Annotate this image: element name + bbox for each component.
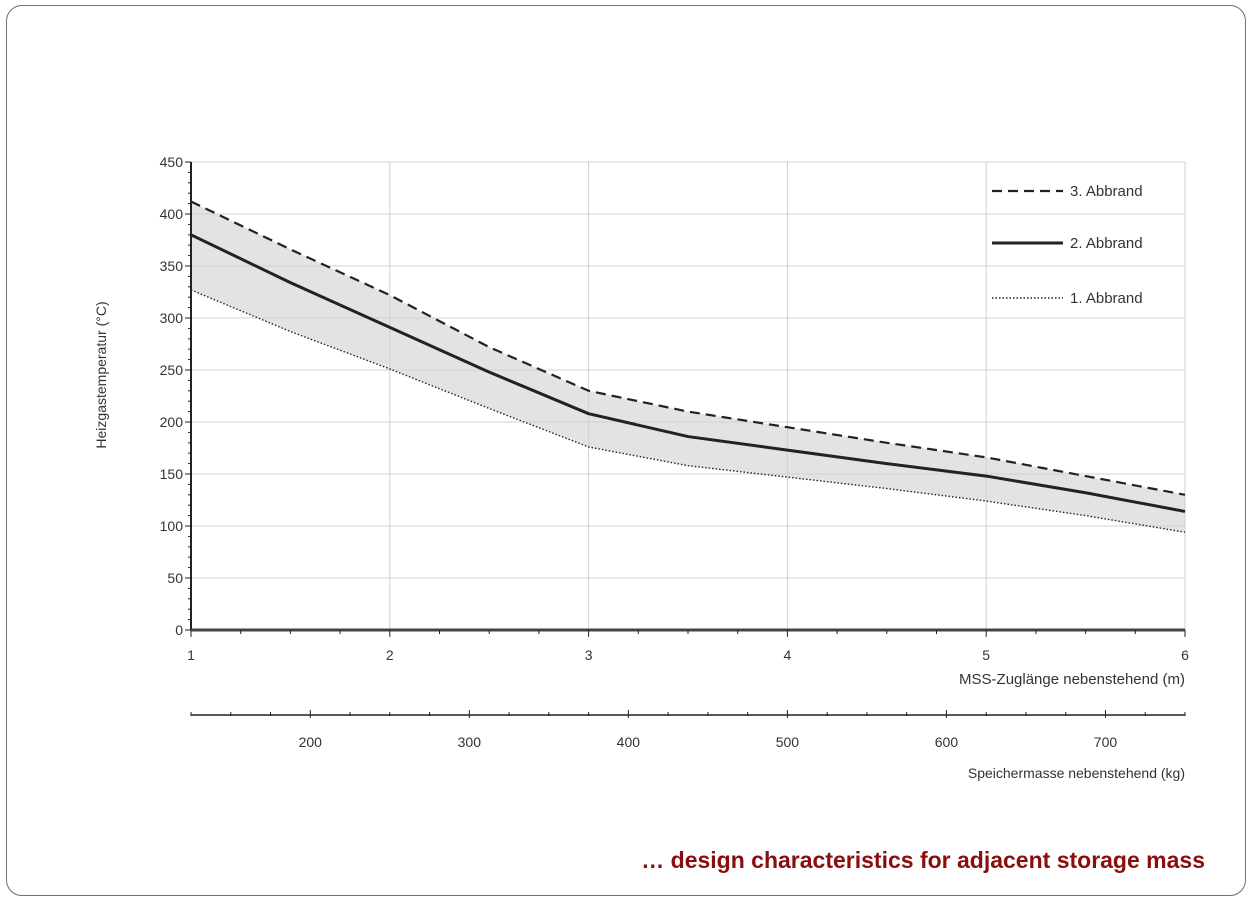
series-line-1-abbrand: [190, 289, 1186, 533]
secondary-x-axis-label: Speichermasse nebenstehend (kg): [968, 765, 1185, 781]
x2-tick-label: 700: [1094, 734, 1118, 750]
chart: 0 50 100 150 200 250 300 350 400 450 1 2 3 4 5 6 200 300 4…: [93, 154, 1189, 781]
y-tick-label: 300: [160, 310, 184, 326]
series-line-2-abbrand: [190, 233, 1186, 513]
shaded-band: [191, 201, 1185, 533]
y-tick-label: 450: [160, 154, 184, 170]
x-tick-label: 2: [386, 647, 394, 663]
y-tick-label: 200: [160, 414, 184, 430]
x2-tick-label: 400: [617, 734, 641, 750]
y-tick-label: 50: [167, 570, 183, 586]
series-layer: [190, 200, 1186, 533]
y-tick-label: 400: [160, 206, 184, 222]
x2-tick-label: 300: [458, 734, 482, 750]
legend-label: 1. Abbrand: [1070, 290, 1143, 307]
legend: 3. Abbrand 2. Abbrand 1. Abbrand: [992, 183, 1143, 307]
x2-tick-label: 500: [776, 734, 800, 750]
shaded-band-layer: [191, 201, 1185, 533]
y-tick-label: 350: [160, 258, 184, 274]
x-tick-label: 3: [585, 647, 593, 663]
y-tick-label: 0: [175, 622, 183, 638]
x-tick-label: 5: [982, 647, 990, 663]
y-tick-label: 100: [160, 518, 184, 534]
grid-layer: [191, 161, 1186, 630]
x-tick-label: 1: [187, 647, 195, 663]
x2-tick-label: 600: [935, 734, 959, 750]
y-tick-label: 250: [160, 362, 184, 378]
x-tick-label: 6: [1181, 647, 1189, 663]
x2-tick-label: 200: [299, 734, 323, 750]
legend-label: 2. Abbrand: [1070, 235, 1143, 252]
series-line-3-abbrand: [190, 200, 1186, 496]
x-tick-label: 4: [784, 647, 792, 663]
x-axis-label: MSS-Zuglänge nebenstehend (m): [959, 671, 1185, 688]
axes-layer: 0 50 100 150 200 250 300 350 400 450 1 2 3 4 5 6 200 300 4…: [160, 154, 1189, 750]
figure-card: 0 50 100 150 200 250 300 350 400 450 1 2 3 4 5 6 200 300 4…: [6, 5, 1246, 896]
caption: … design characteristics for adjacent st…: [641, 847, 1205, 873]
y-axis-label: Heizgastemperatur (°C): [93, 301, 109, 448]
legend-label: 3. Abbrand: [1070, 183, 1143, 200]
y-tick-label: 150: [160, 466, 184, 482]
